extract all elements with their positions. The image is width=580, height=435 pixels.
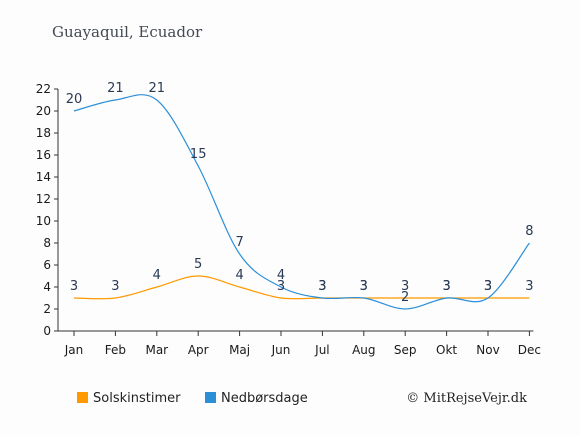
y-tick-label: 0 (43, 324, 51, 338)
y-tick-label: 10 (36, 214, 51, 228)
legend-label: Nedbørsdage (221, 391, 308, 406)
data-label-solskinstimer: 3 (70, 279, 78, 294)
series-lines (73, 94, 530, 310)
y-tick-label: 20 (36, 104, 51, 118)
x-tick-label: Jun (271, 343, 291, 357)
y-tick-label: 16 (36, 148, 51, 162)
x-tick-label: Apr (188, 343, 209, 357)
x-tick-label: Nov (476, 343, 499, 357)
x-tick-label: Feb (105, 343, 126, 357)
data-label-solskinstimer: 3 (318, 279, 326, 294)
data-label-nedb-rsdage: 3 (318, 279, 326, 294)
y-tick-label: 14 (36, 170, 51, 184)
x-tick-label: Aug (352, 343, 375, 357)
y-tick-label: 18 (36, 126, 51, 140)
x-tick-label: Sep (394, 343, 417, 357)
legend-swatch (77, 392, 88, 403)
data-label-solskinstimer: 5 (194, 257, 202, 272)
credit-text: © MitRejseVejr.dk (406, 391, 527, 406)
data-label-nedb-rsdage: 8 (525, 224, 533, 239)
legend-swatch (205, 392, 216, 403)
y-tick-label: 6 (43, 258, 51, 272)
data-label-nedb-rsdage: 3 (484, 279, 492, 294)
data-label-nedb-rsdage: 21 (107, 81, 124, 96)
data-label-solskinstimer: 3 (442, 279, 450, 294)
data-label-solskinstimer: 3 (277, 279, 285, 294)
data-label-solskinstimer: 4 (153, 268, 161, 283)
data-label-nedb-rsdage: 2 (401, 290, 409, 305)
y-tick-label: 22 (36, 82, 51, 96)
data-label-nedb-rsdage: 20 (66, 92, 83, 107)
chart-title: Guayaquil, Ecuador (52, 23, 203, 41)
x-tick-label: Jul (314, 343, 329, 357)
data-label-nedb-rsdage: 7 (235, 235, 243, 250)
y-tick-label: 2 (43, 302, 51, 316)
data-label-nedb-rsdage: 21 (149, 81, 166, 96)
data-label-nedb-rsdage: 3 (360, 279, 368, 294)
legend-label: Solskinstimer (93, 391, 181, 406)
y-tick-label: 12 (36, 192, 51, 206)
data-label-nedb-rsdage: 4 (277, 268, 285, 283)
legend: Solskinstimer Nedbørsdage (77, 391, 308, 406)
y-tick-label: 8 (43, 236, 51, 250)
data-label-solskinstimer: 3 (484, 279, 492, 294)
axes: 0 2 4 6 8 10 12 14 16 18 20 22 Jan Feb Mar Apr Maj Jun Jul… (36, 82, 541, 357)
data-label-solskinstimer: 3 (111, 279, 119, 294)
data-label-nedb-rsdage: 3 (442, 279, 450, 294)
data-label-nedb-rsdage: 15 (190, 147, 207, 162)
x-tick-label: Mar (145, 343, 168, 357)
series-line-solskinstimer (73, 275, 530, 300)
x-tick-label: Okt (436, 343, 457, 357)
x-tick-label: Jan (64, 343, 84, 357)
data-label-solskinstimer: 3 (401, 279, 409, 294)
x-tick-label: Dec (518, 343, 541, 357)
series-line-nedb-rsdage (73, 94, 530, 310)
y-tick-label: 4 (43, 280, 51, 294)
data-label-solskinstimer: 3 (525, 279, 533, 294)
data-label-solskinstimer: 3 (360, 279, 368, 294)
x-tick-label: Maj (229, 343, 250, 357)
data-label-solskinstimer: 4 (235, 268, 243, 283)
